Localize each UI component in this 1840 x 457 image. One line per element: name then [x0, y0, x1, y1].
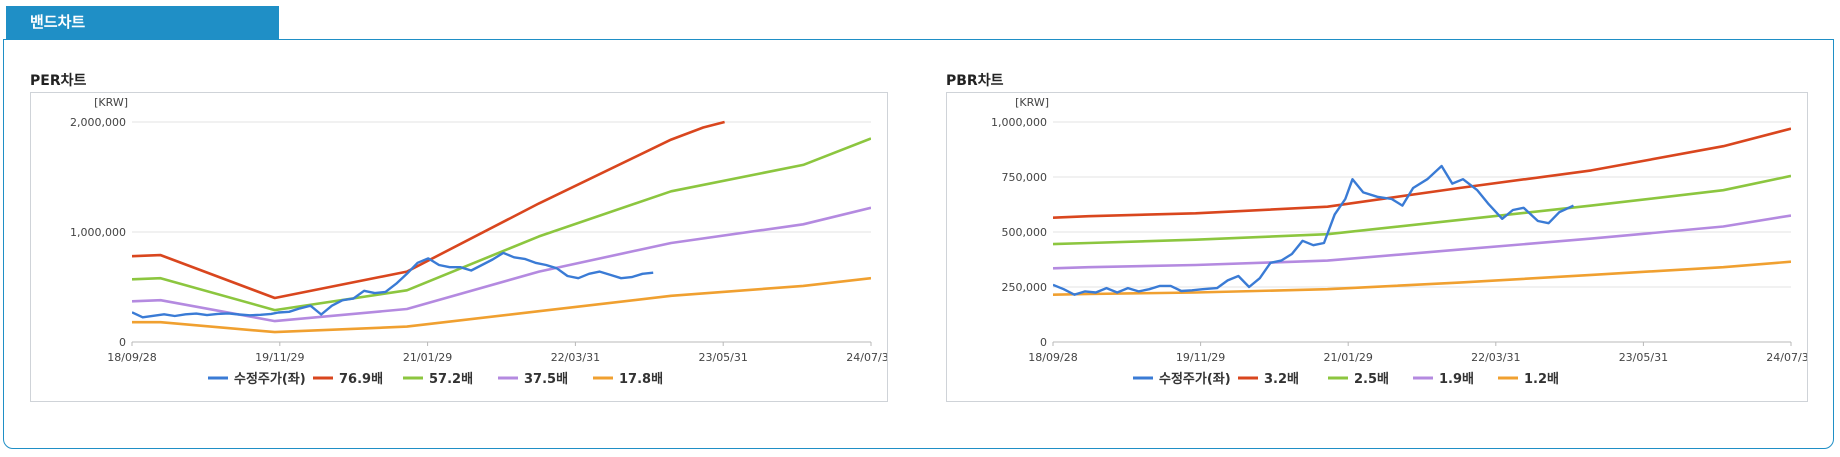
pbr-x-tick-label: 23/05/31	[1619, 351, 1668, 364]
pbr-unit-label: [KRW]	[1015, 96, 1049, 109]
pbr-chart: [KRW] 0 250,000 500,000 750,000 1,000,000 18/0…	[991, 96, 1816, 387]
per-y-tick-label: 2,000,000	[70, 116, 126, 129]
pbr-y-tick-label: 1,000,000	[991, 116, 1047, 129]
pbr-series-line-0	[1053, 164, 1575, 296]
per-legend-label: 17.8배	[619, 371, 663, 387]
per-y-tick-label: 0	[119, 336, 126, 349]
pbr-legend-item[interactable]: 2.5배	[1328, 371, 1389, 387]
per-series-line-1	[132, 120, 725, 300]
pbr-chart-title: PBR차트	[946, 73, 1004, 89]
per-legend-item[interactable]: 17.8배	[593, 371, 663, 387]
pbr-x-tick-label: 21/01/29	[1323, 351, 1372, 364]
per-legend-item[interactable]: 수정주가(좌)	[208, 371, 306, 387]
per-x-tick-label: 22/03/31	[551, 351, 600, 364]
pbr-y-tick-label: 250,000	[1002, 281, 1048, 294]
per-legend-item[interactable]: 76.9배	[313, 371, 383, 387]
pbr-legend-item[interactable]: 3.2배	[1238, 371, 1299, 387]
pbr-series-line-1	[1053, 127, 1791, 219]
pbr-legend-item[interactable]: 1.2배	[1498, 371, 1559, 387]
per-legend-item[interactable]: 37.5배	[498, 371, 568, 387]
pbr-x-tick-label: 24/07/31	[1766, 351, 1807, 364]
per-series-line-3	[132, 206, 871, 323]
pbr-legend-label: 2.5배	[1354, 371, 1389, 387]
pbr-series-line-4	[1053, 260, 1791, 296]
pbr-legend-item[interactable]: 1.9배	[1413, 371, 1474, 387]
per-chart: [KRW] 0 1,000,000 2,000,000 18/09/28 19/11/29…	[70, 96, 896, 387]
pbr-legend-label: 수정주가(좌)	[1159, 371, 1231, 387]
pbr-y-tick-label: 750,000	[1002, 171, 1048, 184]
per-y-tick-label: 1,000,000	[70, 226, 126, 239]
per-legend-label: 57.2배	[429, 371, 473, 387]
pbr-y-tick-label: 0	[1040, 336, 1047, 349]
per-x-tick-label: 24/07/31	[846, 351, 887, 364]
pbr-x-tick-label: 19/11/29	[1176, 351, 1225, 364]
per-legend-item[interactable]: 57.2배	[403, 371, 473, 387]
per-x-tick-label: 23/05/31	[698, 351, 747, 364]
per-x-tick-label: 21/01/29	[403, 351, 452, 364]
per-series-line-0	[132, 251, 654, 319]
pbr-legend-label: 3.2배	[1264, 371, 1299, 387]
per-unit-label: [KRW]	[94, 96, 128, 109]
per-legend-label: 37.5배	[524, 371, 568, 387]
pbr-x-tick-label: 22/03/31	[1471, 351, 1520, 364]
per-series-line-2	[132, 137, 871, 312]
pbr-x-tick-label: 18/09/28	[1028, 351, 1077, 364]
per-series-line-4	[132, 276, 871, 334]
per-legend-label: 수정주가(좌)	[234, 371, 306, 387]
band-chart-tab[interactable]: 밴드차트	[6, 6, 279, 40]
per-chart-box: [KRW] 0 1,000,000 2,000,000 18/09/28 19/11/29…	[30, 92, 896, 402]
pbr-legend-item[interactable]: 수정주가(좌)	[1133, 371, 1231, 387]
pbr-chart-box: [KRW] 0 250,000 500,000 750,000 1,000,000 18/0…	[946, 92, 1816, 402]
per-x-tick-label: 18/09/28	[107, 351, 156, 364]
pbr-legend-label: 1.9배	[1439, 371, 1474, 387]
per-x-tick-label: 19/11/29	[255, 351, 304, 364]
pbr-legend-label: 1.2배	[1524, 371, 1559, 387]
per-chart-title: PER차트	[30, 73, 87, 89]
pbr-series-line-3	[1053, 214, 1791, 270]
pbr-series-line-2	[1053, 174, 1791, 246]
band-chart-panel	[3, 39, 1834, 449]
pbr-y-tick-label: 500,000	[1002, 226, 1048, 239]
per-legend-label: 76.9배	[339, 371, 383, 387]
